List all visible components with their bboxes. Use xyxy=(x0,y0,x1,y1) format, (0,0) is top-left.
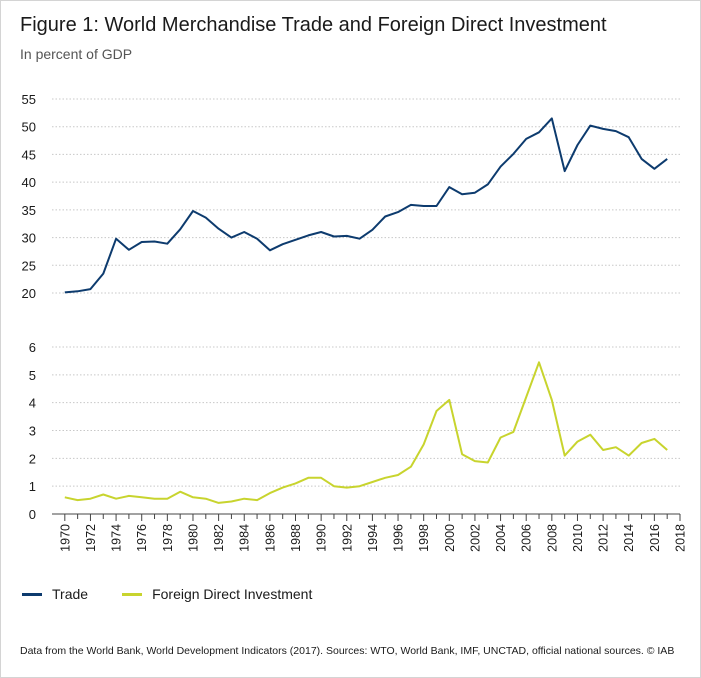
y-tick-label-fdi-2: 2 xyxy=(29,451,36,466)
y-tick-label-trade-50: 50 xyxy=(22,120,36,135)
source-note: Data from the World Bank, World Developm… xyxy=(20,645,675,657)
y-tick-label-fdi-6: 6 xyxy=(29,340,36,355)
x-tick-label-2006: 2006 xyxy=(520,524,534,552)
series-line-fdi xyxy=(64,361,668,504)
x-tick-label-2002: 2002 xyxy=(468,524,482,552)
x-tick-label-1978: 1978 xyxy=(161,524,175,552)
y-tick-label-trade-45: 45 xyxy=(22,147,36,162)
x-tick-label-1990: 1990 xyxy=(315,524,329,552)
y-tick-label-trade-30: 30 xyxy=(22,231,36,246)
x-tick-label-2010: 2010 xyxy=(571,524,585,552)
x-tick-label-1984: 1984 xyxy=(238,524,252,552)
legend-swatch-trade xyxy=(22,592,42,596)
series-line-trade xyxy=(64,117,668,294)
x-tick-label-1994: 1994 xyxy=(366,524,380,552)
chart-subtitle: In percent of GDP xyxy=(20,46,133,62)
chart-title: Figure 1: World Merchandise Trade and Fo… xyxy=(20,14,607,36)
y-tick-label-fdi-0: 0 xyxy=(29,507,36,522)
x-tick-label-1972: 1972 xyxy=(84,524,98,552)
y-tick-label-trade-25: 25 xyxy=(22,258,36,273)
x-tick-label-1970: 1970 xyxy=(58,524,72,552)
x-tick-label-1980: 1980 xyxy=(186,524,200,552)
y-tick-label-fdi-5: 5 xyxy=(29,368,36,383)
x-tick-label-1982: 1982 xyxy=(212,524,226,552)
x-tick-label-1976: 1976 xyxy=(135,524,149,552)
y-tick-label-fdi-4: 4 xyxy=(29,396,36,411)
x-tick-label-1996: 1996 xyxy=(392,524,406,552)
x-tick-label-2018: 2018 xyxy=(674,524,688,552)
legend-label-fdi: Foreign Direct Investment xyxy=(152,586,313,602)
x-tick-label-2008: 2008 xyxy=(545,524,559,552)
y-tick-label-trade-35: 35 xyxy=(22,203,36,218)
x-tick-label-1998: 1998 xyxy=(417,524,431,552)
y-tick-label-trade-20: 20 xyxy=(22,286,36,301)
y-tick-label-fdi-3: 3 xyxy=(29,424,36,439)
x-tick-label-2012: 2012 xyxy=(597,524,611,552)
x-tick-label-1986: 1986 xyxy=(263,524,277,552)
legend-item-fdi: Foreign Direct Investment xyxy=(122,586,312,602)
legend-swatch-fdi xyxy=(122,592,143,596)
x-tick-label-2016: 2016 xyxy=(648,524,662,552)
y-tick-label-trade-40: 40 xyxy=(22,175,36,190)
x-tick-label-1974: 1974 xyxy=(110,524,124,552)
y-tick-label-fdi-1: 1 xyxy=(29,479,36,494)
y-tick-label-trade-55: 55 xyxy=(22,92,36,107)
x-tick-label-1992: 1992 xyxy=(340,524,354,552)
legend-item-trade: Trade xyxy=(22,586,88,602)
legend-label-trade: Trade xyxy=(52,586,89,602)
legend: Trade Foreign Direct Investment xyxy=(22,586,346,602)
x-tick-label-1988: 1988 xyxy=(289,524,303,552)
x-tick-label-2004: 2004 xyxy=(494,524,508,552)
x-tick-label-2000: 2000 xyxy=(443,524,457,552)
x-tick-label-2014: 2014 xyxy=(622,524,636,552)
